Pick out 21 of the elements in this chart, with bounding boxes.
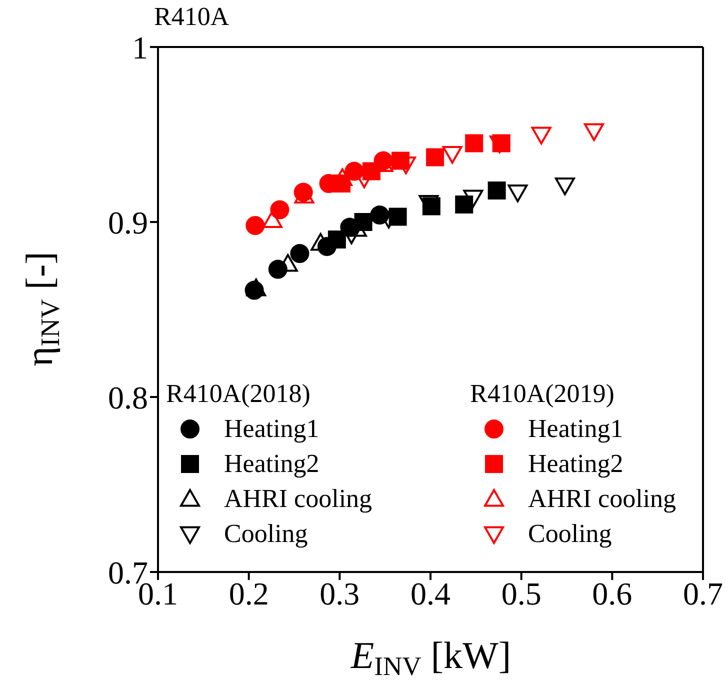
chart-title: R410A [154, 2, 230, 32]
annotation: R410A(2019) [470, 378, 616, 410]
legend-label: Heating1 [224, 413, 320, 445]
legend-label: Cooling [224, 518, 308, 550]
legend-label: AHRI cooling [224, 483, 372, 515]
legend-label: Cooling [528, 518, 612, 550]
y-tick-label: 0.8 [108, 379, 148, 416]
legend-label: Heating1 [528, 413, 624, 445]
annotation: R410A(2018) [166, 378, 312, 410]
legend-label: Heating2 [224, 448, 320, 480]
x-tick-label: 0.6 [592, 576, 632, 612]
x-axis-title: E$_{INV}$ [kW] [350, 635, 512, 681]
x-tick-label: 0.3 [320, 576, 360, 612]
y-tick-label: 0.9 [108, 204, 148, 240]
x-tick-label: 0.2 [228, 576, 269, 612]
x-tick-label: 0.4 [410, 576, 450, 612]
x-tick-label: 0.5 [501, 576, 542, 612]
legend-label: AHRI cooling [528, 483, 676, 515]
y-tick-label: 1 [132, 29, 148, 66]
legend-label: Heating2 [528, 448, 624, 480]
x-tick-label: 0.7 [683, 576, 723, 612]
